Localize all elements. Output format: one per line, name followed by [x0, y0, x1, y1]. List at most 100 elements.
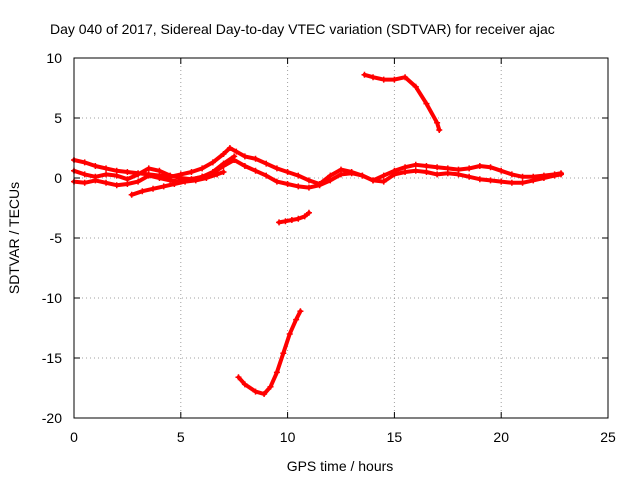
data-point — [203, 175, 210, 181]
series-arc-f — [361, 71, 443, 133]
data-point — [519, 173, 526, 180]
data-point — [220, 160, 227, 167]
y-tick-label: -20 — [42, 410, 62, 426]
data-point — [423, 100, 430, 107]
data-point — [284, 181, 291, 187]
data-point — [124, 181, 131, 187]
data-point — [361, 71, 368, 78]
data-point — [288, 217, 295, 223]
data-point — [241, 381, 248, 388]
data-point — [192, 177, 199, 184]
data-point — [455, 171, 462, 178]
data-point — [391, 76, 398, 83]
data-point — [282, 218, 289, 225]
x-axis-title: GPS time / hours — [287, 458, 394, 474]
data-point — [199, 165, 206, 172]
data-point — [436, 127, 443, 133]
data-point — [327, 177, 334, 184]
data-point — [276, 219, 283, 226]
data-point — [380, 76, 387, 83]
data-point — [113, 182, 120, 189]
data-point — [412, 167, 419, 174]
series-line — [129, 170, 226, 197]
data-point — [231, 153, 238, 160]
data-point — [81, 179, 88, 186]
data-point — [412, 161, 419, 168]
data-point — [103, 171, 110, 178]
data-point — [81, 159, 88, 166]
data-point — [233, 148, 240, 155]
data-point — [103, 179, 110, 186]
y-tick-label: -5 — [50, 230, 63, 246]
series-arc-e — [276, 209, 312, 226]
data-point — [235, 374, 242, 381]
data-point — [128, 191, 135, 198]
x-tick-label: 20 — [493, 429, 509, 445]
x-tick-label: 15 — [387, 429, 403, 445]
data-point — [156, 167, 163, 174]
data-point — [150, 185, 157, 192]
data-point — [402, 169, 409, 175]
data-point — [434, 171, 441, 178]
data-point — [305, 209, 312, 216]
data-point — [508, 171, 515, 178]
data-point — [252, 155, 259, 162]
grid — [74, 58, 608, 418]
data-point — [160, 183, 167, 190]
data-point — [145, 172, 152, 179]
axis-ticks — [73, 57, 609, 419]
data-point — [220, 151, 227, 157]
data-point — [209, 159, 216, 166]
y-tick-label: 0 — [54, 170, 62, 186]
data-point — [338, 171, 344, 178]
data-point — [171, 181, 178, 187]
data-point — [284, 169, 291, 175]
x-tick-label: 0 — [70, 429, 78, 445]
data-point — [124, 169, 131, 175]
y-tick-label: 5 — [54, 110, 62, 126]
data-point — [261, 391, 268, 397]
series-arc-g — [235, 308, 304, 397]
series-line — [236, 309, 303, 396]
data-point — [293, 316, 300, 323]
data-point — [145, 165, 152, 172]
data-point — [267, 383, 274, 390]
y-axis-title: SDTVAR / TECUs — [6, 182, 22, 294]
data-point — [423, 163, 430, 169]
series-line — [72, 154, 237, 188]
data-point — [92, 177, 99, 184]
data-point — [273, 165, 280, 172]
data-point — [273, 178, 280, 185]
data-point — [263, 160, 270, 167]
data-point — [498, 178, 505, 185]
data-point — [487, 177, 494, 184]
data-point — [551, 172, 558, 179]
data-point — [466, 165, 473, 172]
series-arc-d — [128, 169, 227, 198]
data-point — [434, 164, 441, 171]
tick-labels: 0 5 10 15 20 25 -20 -15 -10 -5 0 5 10 — [42, 50, 616, 445]
data-point — [220, 169, 227, 175]
series-arc-b — [71, 157, 565, 191]
data-point — [113, 172, 120, 179]
data-point — [391, 171, 398, 178]
data-point — [226, 145, 233, 151]
data-point — [156, 175, 163, 181]
data-point — [402, 74, 409, 81]
data-point — [135, 178, 142, 185]
data-point — [434, 119, 441, 126]
x-tick-label: 5 — [177, 429, 185, 445]
data-point — [214, 171, 221, 178]
data-point — [498, 167, 505, 174]
data-point — [241, 163, 248, 169]
data-point — [81, 171, 88, 178]
data-point — [295, 172, 302, 179]
data-point — [476, 163, 483, 169]
data-point — [241, 153, 248, 160]
data-point — [380, 178, 387, 185]
data-point — [305, 184, 312, 191]
x-tick-label: 10 — [280, 429, 296, 445]
data-point — [412, 83, 419, 90]
data-point — [466, 173, 473, 180]
